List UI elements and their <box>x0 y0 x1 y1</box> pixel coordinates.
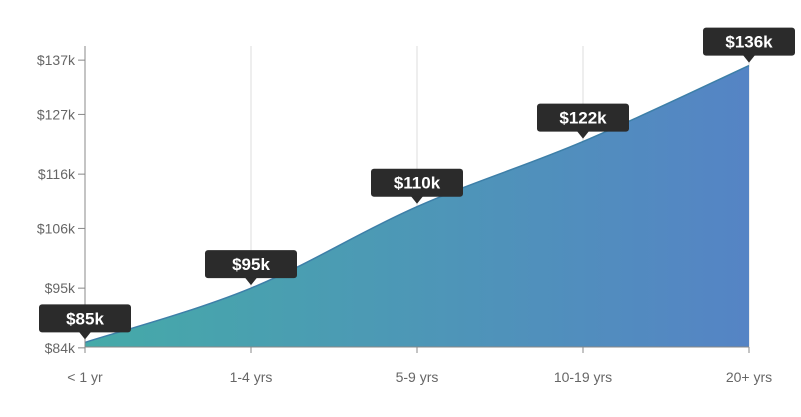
x-tick-label: 20+ yrs <box>726 369 772 385</box>
data-label-box <box>537 103 629 132</box>
series-line <box>84 64 750 344</box>
data-label-box <box>205 250 297 279</box>
data-label-text: $110k <box>394 174 441 193</box>
y-tick-label: $84k <box>45 340 76 356</box>
y-tick-label: $127k <box>37 106 76 122</box>
data-label: $136k <box>703 27 795 63</box>
x-tick-label: 5-9 yrs <box>396 369 439 385</box>
data-label: $110k <box>371 168 463 204</box>
x-tick-label: 10-19 yrs <box>554 369 612 385</box>
area-fill <box>85 65 749 348</box>
x-tick-label: < 1 yr <box>67 369 103 385</box>
data-label-text: $122k <box>559 109 607 128</box>
data-label-text: $136k <box>725 33 773 52</box>
data-label-text: $95k <box>232 255 270 274</box>
data-label: $122k <box>537 103 629 139</box>
data-label-pointer <box>245 277 257 286</box>
y-tick-label: $106k <box>37 220 76 236</box>
data-label-box <box>39 304 131 333</box>
y-tick-label: $95k <box>45 280 76 296</box>
data-label-pointer <box>411 196 423 204</box>
data-label-box <box>371 168 463 197</box>
axes: $84k $95k $106k $116k $127k $137k < 1 yr 1-4 yr… <box>37 46 772 385</box>
x-tick-label: 1-4 yrs <box>230 369 273 385</box>
data-label: $95k <box>205 250 297 286</box>
data-label-pointer <box>743 55 755 63</box>
data-label-pointer <box>79 331 91 340</box>
data-label: $85k <box>39 304 131 340</box>
y-tick-label: $137k <box>37 52 76 68</box>
data-label-text: $85k <box>66 309 104 328</box>
y-tick-label: $116k <box>38 166 76 182</box>
data-label-pointer <box>577 131 589 139</box>
data-labels: $85k $95k $110k $122k $136k <box>39 27 795 340</box>
data-label-box <box>703 27 795 56</box>
area-series <box>84 64 750 348</box>
